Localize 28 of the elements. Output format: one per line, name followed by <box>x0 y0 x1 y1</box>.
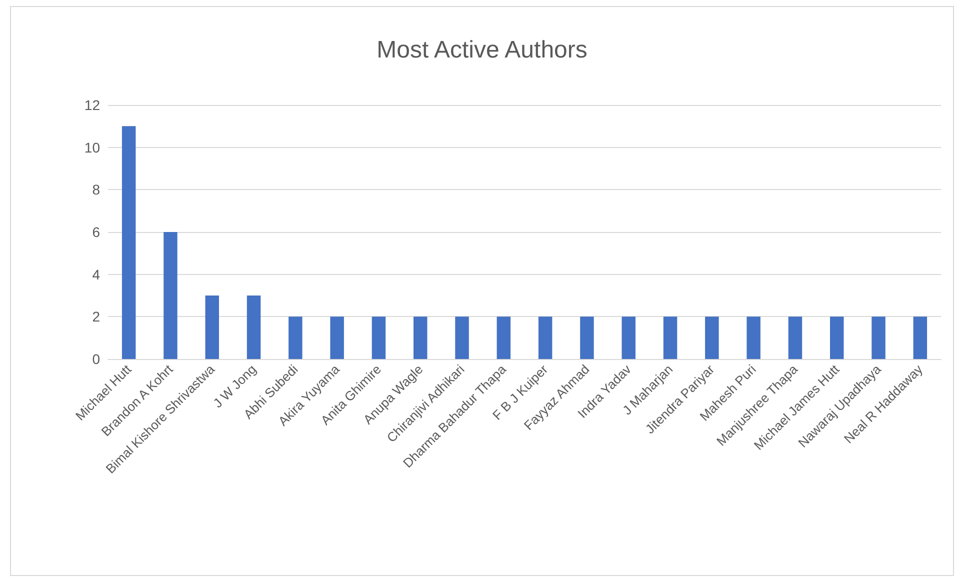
bar <box>705 316 719 359</box>
bar <box>580 316 594 359</box>
y-tick-label: 8 <box>92 182 100 198</box>
bar <box>414 316 428 359</box>
bar <box>538 316 552 359</box>
bar <box>122 126 136 359</box>
bar <box>872 316 886 359</box>
bar <box>372 316 386 359</box>
y-tick-label: 6 <box>92 224 100 240</box>
y-tick-label: 10 <box>84 139 100 156</box>
bar <box>788 316 802 359</box>
bar <box>913 316 928 359</box>
bar <box>455 316 469 359</box>
bar <box>622 316 636 359</box>
bar <box>496 316 511 359</box>
bar <box>205 296 219 359</box>
bar <box>330 316 344 359</box>
y-tick-label: 4 <box>92 266 100 282</box>
bar <box>164 232 178 359</box>
bar <box>288 316 302 359</box>
y-tick-label: 2 <box>92 308 100 325</box>
y-tick-label: 12 <box>84 97 100 113</box>
bar <box>746 316 760 359</box>
y-tick-label: 0 <box>92 351 100 367</box>
chart-title: Most Active Authors <box>376 36 588 64</box>
bar <box>830 316 844 359</box>
bar <box>663 316 678 359</box>
bar <box>246 296 261 359</box>
